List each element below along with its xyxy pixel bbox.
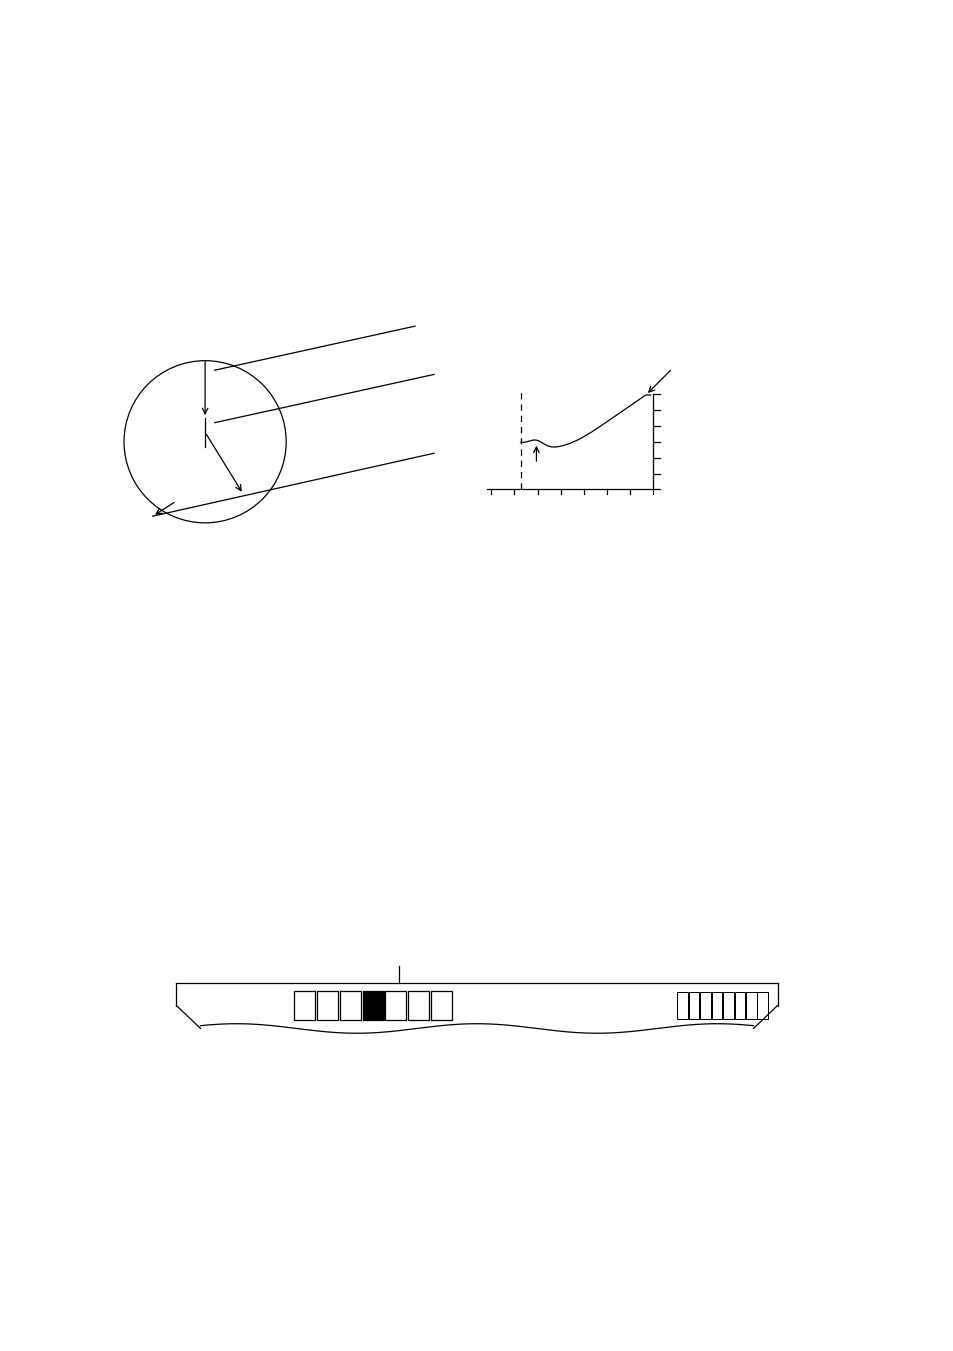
Bar [700, 992, 710, 1019]
Bar [385, 990, 406, 1020]
Bar [316, 990, 337, 1020]
Bar [688, 992, 699, 1019]
Bar [294, 990, 314, 1020]
Bar [757, 992, 767, 1019]
Bar [431, 990, 452, 1020]
Bar [408, 990, 429, 1020]
Bar [339, 990, 360, 1020]
Bar [677, 992, 687, 1019]
Bar [722, 992, 733, 1019]
Bar [362, 990, 383, 1020]
Bar [711, 992, 721, 1019]
Bar [745, 992, 756, 1019]
Bar [734, 992, 744, 1019]
